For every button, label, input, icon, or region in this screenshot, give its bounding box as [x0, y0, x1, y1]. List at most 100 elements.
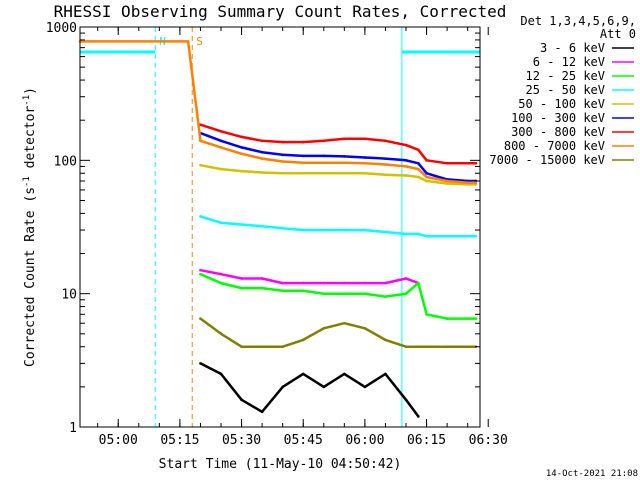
legend-label-8: 7000 - 15000 keV	[489, 153, 605, 167]
series-point-7-1	[186, 40, 190, 43]
series-point-8-7	[343, 321, 346, 325]
series-point-8-8	[363, 326, 367, 330]
series-point-8-12	[425, 345, 428, 349]
series-line-3	[200, 215, 476, 238]
series-point-8-4	[281, 345, 284, 349]
series-point-4-1	[219, 167, 223, 171]
legend-label-0: 3 - 6 keV	[540, 41, 605, 55]
series-point-6-5	[301, 140, 305, 144]
y-axis-label-mid: detector	[23, 106, 38, 177]
series-point-3-3	[260, 225, 264, 228]
series-point-6-12	[425, 159, 428, 162]
legend-label-1: 6 - 12 keV	[533, 55, 605, 69]
series-point-1-4	[281, 281, 284, 285]
series-point-7-13	[417, 167, 420, 171]
x-tick-label-4: 06:00	[345, 433, 384, 448]
series-point-0-0	[199, 362, 202, 365]
series-point-2-5	[301, 289, 305, 293]
legend-label-2: 12 - 25 keV	[526, 69, 605, 83]
series-point-6-6	[322, 139, 326, 143]
series-point-3-10	[404, 232, 408, 236]
series-line-7	[80, 40, 476, 184]
series-point-5-6	[322, 154, 326, 158]
series-point-1-2	[240, 277, 243, 280]
series-point-8-6	[322, 326, 326, 330]
series-point-3-2	[240, 223, 243, 226]
series-line-0	[199, 362, 420, 418]
series-point-5-9	[384, 157, 387, 160]
series-point-6-2	[240, 135, 243, 139]
series-point-0-3	[260, 410, 264, 414]
series-line-6	[200, 123, 476, 165]
series-point-3-14	[466, 234, 469, 238]
series-point-5-8	[363, 156, 367, 159]
series-point-5-3	[260, 150, 264, 154]
series-point-7-6	[281, 160, 284, 163]
legend-label-3: 25 - 50 keV	[526, 83, 605, 97]
y-tick-label-3: 1000	[46, 21, 77, 36]
legend-header-line1: Det 1,3,4,5,6,9,	[520, 14, 636, 28]
series-point-4-11	[417, 175, 420, 179]
series-point-4-12	[425, 179, 428, 183]
series-point-5-4	[281, 153, 284, 157]
series-point-5-10	[404, 159, 408, 162]
series-point-0-6	[322, 385, 326, 389]
y-tick-label-1: 10	[61, 288, 77, 303]
series-point-8-11	[417, 345, 420, 349]
series-point-4-7	[343, 171, 346, 175]
x-tick-label-0: 05:00	[99, 433, 138, 448]
series-point-8-9	[384, 338, 387, 342]
legend-label-7: 800 - 7000 keV	[504, 139, 605, 153]
series-point-4-3	[260, 171, 264, 174]
x-tick-label-1: 05:15	[160, 433, 199, 448]
series-point-1-8	[363, 281, 367, 285]
series-point-0-10	[404, 398, 408, 402]
series-point-6-3	[260, 139, 264, 143]
series-point-2-6	[322, 292, 326, 295]
series-point-8-2	[240, 345, 243, 349]
series-point-0-9	[384, 372, 387, 376]
series-line-4	[200, 163, 476, 186]
series-point-3-8	[363, 228, 367, 232]
y-tick-label-0: 1	[69, 421, 77, 436]
series-point-3-5	[301, 228, 305, 232]
series-point-2-15	[474, 317, 478, 320]
series-point-8-3	[260, 345, 264, 349]
series-point-1-9	[384, 281, 387, 285]
series-point-4-9	[384, 173, 387, 177]
series-point-0-2	[240, 398, 243, 402]
series-point-4-0	[199, 163, 202, 167]
series-point-5-12	[425, 171, 428, 175]
series-point-4-8	[363, 171, 367, 175]
series-line-8	[199, 317, 476, 348]
series-point-8-1	[219, 332, 223, 336]
series-point-2-4	[281, 289, 284, 293]
series-point-3-11	[417, 232, 420, 236]
series-line-2	[200, 273, 476, 320]
series-point-4-13	[445, 182, 449, 185]
series-point-5-5	[301, 154, 305, 158]
series-point-6-1	[219, 130, 223, 133]
series-point-5-1	[219, 139, 223, 143]
series-point-3-0	[199, 215, 202, 218]
series-point-2-7	[343, 292, 346, 295]
chart-title: RHESSI Observing Summary Count Rates, Co…	[54, 2, 507, 21]
series-point-6-13	[445, 162, 449, 165]
series-point-2-14	[466, 317, 469, 320]
legend-label-6: 300 - 800 keV	[511, 125, 605, 139]
annotation-s: S	[196, 35, 203, 48]
series-point-1-3	[260, 277, 264, 280]
series-point-3-9	[384, 230, 387, 234]
series-point-7-15	[445, 179, 449, 183]
series-point-1-10	[404, 277, 408, 280]
series-point-2-8	[363, 292, 367, 295]
series-point-6-7	[343, 137, 346, 141]
y-tick-label-2: 100	[54, 154, 77, 169]
footer-timestamp: 14-Oct-2021 21:08	[546, 469, 638, 479]
series-point-1-7	[343, 281, 346, 285]
series-point-2-13	[445, 317, 449, 320]
legend-header-line2: Att 0	[600, 27, 636, 41]
y-axis-label-main: Corrected Count Rate (s	[23, 187, 38, 367]
